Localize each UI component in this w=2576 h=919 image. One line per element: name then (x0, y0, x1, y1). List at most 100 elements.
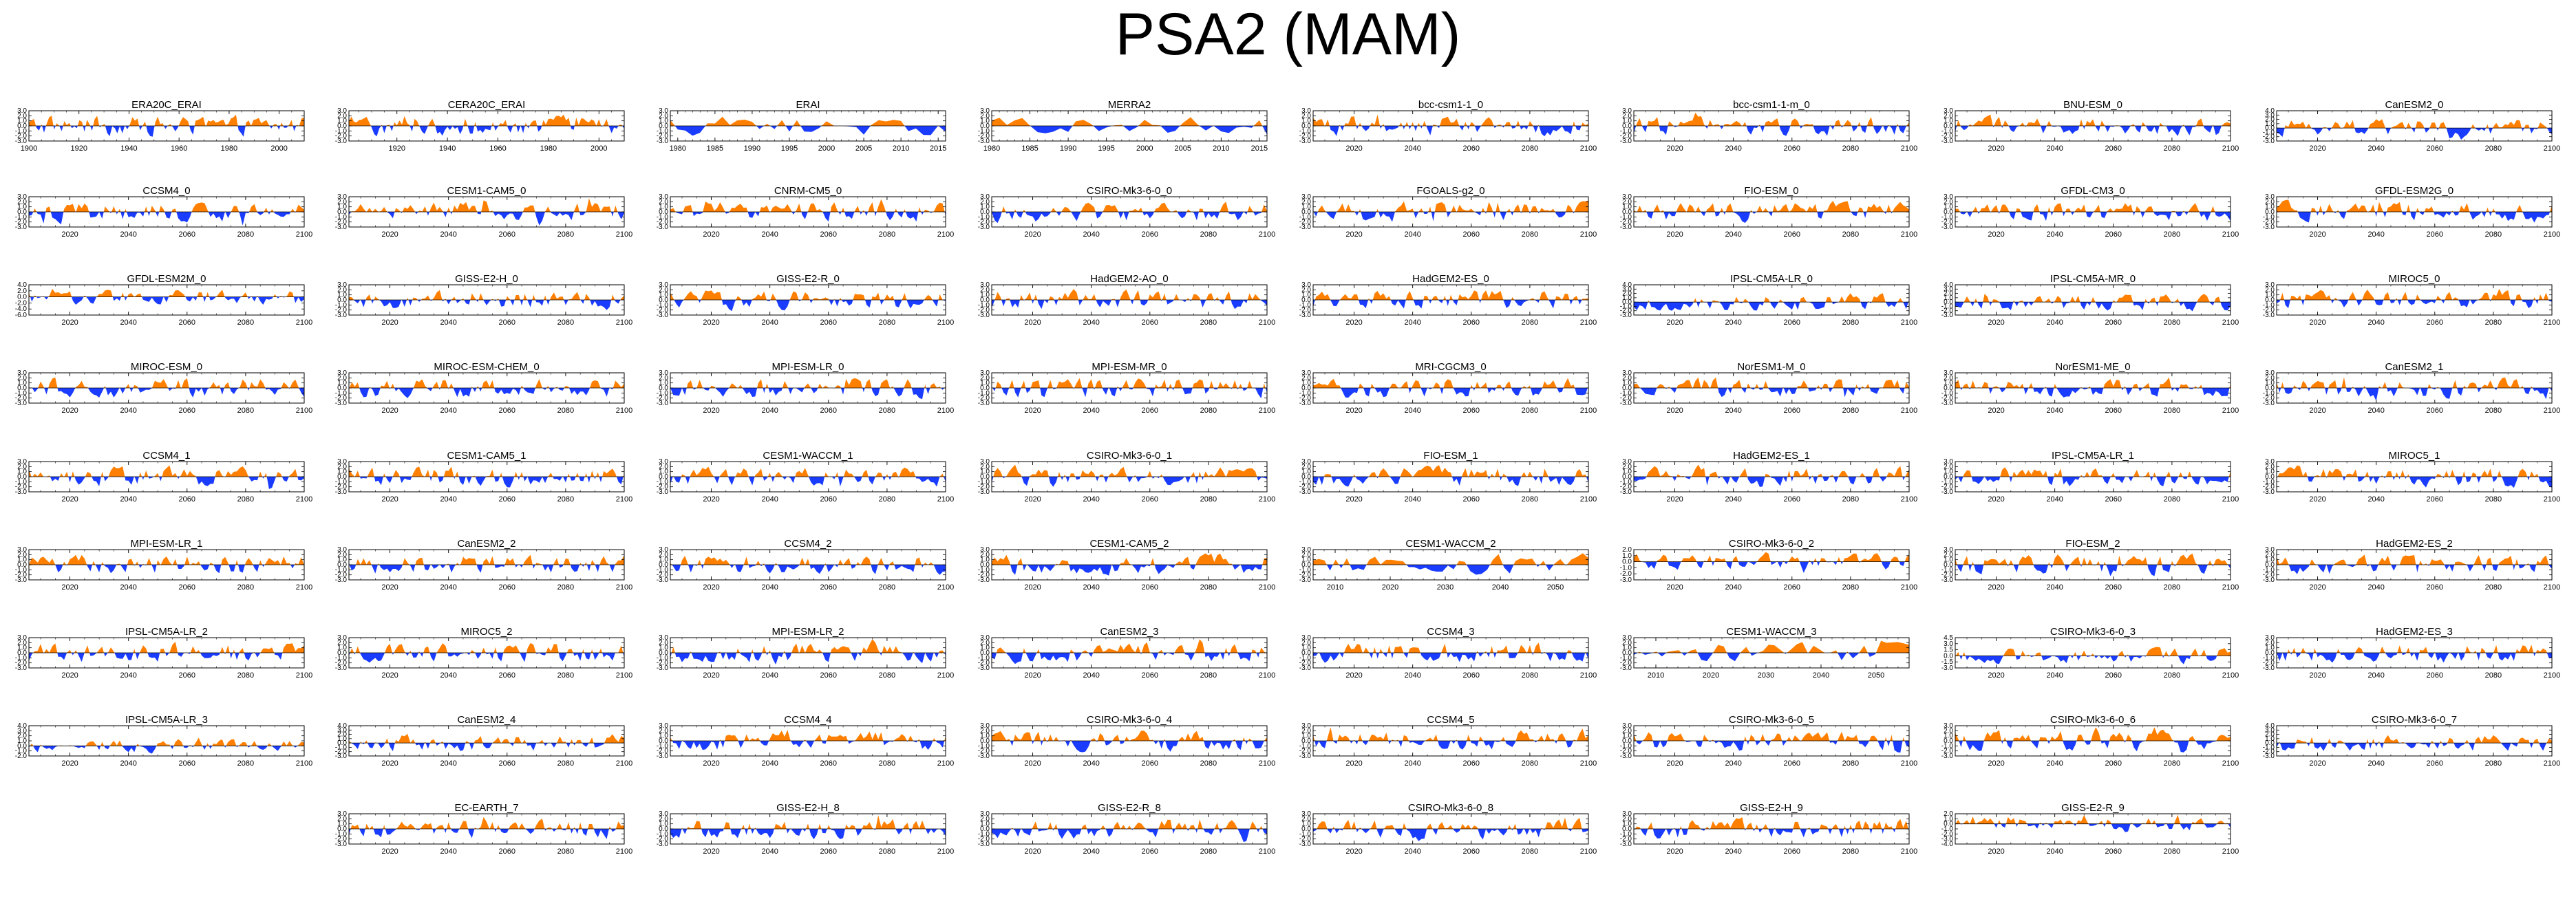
y-tick-label: 2.0 (980, 463, 990, 471)
x-tick-label: 2020 (1024, 759, 1041, 768)
panel-32: CCSM4_1 3.0 2.0 1.0 0.0 -1.0 -2.0 -3.0 2020 2040 2… (0, 450, 317, 523)
x-tick-label: 2040 (440, 230, 456, 239)
panel-svg: NorESM1-ME_0 3.02.01.00.0-1.0-2.0-3.0 2020… (1941, 361, 2239, 415)
y-tick-label: -2.0 (1620, 484, 1632, 491)
y-tick-label: -3.0 (335, 488, 348, 496)
x-tick-label: 2020 (1988, 407, 2004, 415)
positive-area (1634, 201, 1909, 212)
x-tick-label: 1995 (1098, 144, 1114, 153)
x-tick-label: 2020 (1666, 144, 1683, 153)
plot-frame (2276, 110, 2553, 142)
panel-title: CESM1-WACCM_3 (1726, 626, 1816, 638)
positive-area (1957, 114, 2231, 126)
x-tick-label: 2010 (1213, 144, 1229, 153)
y-tick-label: -1.0 (1299, 213, 1312, 221)
panel-27: MPI-ESM-MR_0 3.0 2.0 1.0 0.0 -1.0 -2.0 -3.0 2020… (963, 361, 1279, 435)
y-tick-label: -2.0 (335, 484, 348, 491)
positive-area (349, 379, 624, 388)
panel-title: CNRM-CM5_0 (774, 185, 842, 197)
y-tick-label: 1.0 (1944, 380, 1953, 387)
y-tick-label: -2.0 (2263, 219, 2275, 226)
positive-area (1634, 377, 1909, 388)
x-tick-label: 2100 (2544, 671, 2560, 680)
y-tick-label: 2.0 (337, 286, 347, 294)
x-tick-label: 2060 (820, 671, 837, 680)
x-tick-label: 2020 (1666, 318, 1683, 327)
x-tick-label: 2060 (1142, 671, 1158, 680)
y-tick-label: -3.0 (978, 312, 990, 319)
panel-title: CCSM4_0 (142, 185, 190, 197)
y-tick-label: 1.0 (1944, 204, 1953, 211)
negative-area (36, 126, 299, 137)
y-tick-label: 1.0 (17, 645, 27, 652)
x-tick-label: 2060 (499, 671, 515, 680)
x-tick-label: 2020 (703, 230, 719, 239)
y-tick-label: -2.0 (657, 395, 669, 402)
y-tick-label: 0.0 (337, 739, 347, 747)
x-tick-label: 2100 (2222, 495, 2239, 504)
y-tick-label: 3.0 (1622, 634, 1632, 642)
y-tick-label: -2.0 (15, 484, 28, 491)
positive-area (2280, 288, 2549, 300)
y-tick-label: 1.0 (337, 556, 347, 564)
x-tick-label: 2040 (1404, 407, 1420, 415)
y-tick-label: 0.0 (1622, 385, 1632, 392)
y-tick-label: -3.0 (335, 753, 348, 760)
negative-area (992, 388, 1267, 398)
y-tick-label: -1.0 (2263, 478, 2275, 486)
y-tick-label: 3.0 (980, 458, 990, 466)
panel-svg: CESM1-CAM5_2 3.02.01.00.0-1.0-2.0-3.0 2020… (978, 538, 1275, 592)
x-tick-label: 2020 (703, 495, 719, 504)
x-tick-label: 2040 (2046, 230, 2063, 239)
y-tick-label: 2.0 (17, 374, 27, 382)
negative-area (354, 300, 621, 310)
y-tick-label: 3.0 (1944, 458, 1953, 466)
y-tick-label: 1.0 (1622, 118, 1632, 125)
x-tick-label: 2020 (2309, 318, 2325, 327)
y-tick-label: 1.0 (980, 292, 990, 299)
x-tick-label: 2060 (2427, 318, 2443, 327)
x-tick-label: 2100 (1901, 495, 1917, 504)
x-tick-label: 2040 (761, 671, 778, 680)
positive-area (670, 378, 946, 388)
x-tick-label: 2020 (61, 583, 78, 592)
y-tick-label: 3.0 (1622, 193, 1632, 201)
x-tick-label: 2080 (2485, 318, 2502, 327)
y-tick-label: -2.0 (335, 572, 348, 579)
positive-area (670, 290, 943, 300)
x-tick-label: 2040 (1083, 671, 1099, 680)
x-tick-label: 2040 (2046, 671, 2063, 680)
y-tick-label: 2.0 (2265, 463, 2275, 471)
panel-54: CSIRO-Mk3-6-0_3 4.5 3.0 1.5 0.0 -1.5 -3.0 2020 2… (1926, 626, 2243, 700)
x-tick-label: 2060 (499, 759, 515, 768)
negative-area (349, 388, 613, 398)
plot-frame (1955, 637, 2231, 669)
y-tick-label: -1.0 (978, 301, 990, 309)
positive-area (992, 117, 1263, 126)
x-tick-label: 2020 (2309, 671, 2325, 680)
y-tick-label: 0.0 (659, 473, 668, 481)
x-tick-label: 2100 (2222, 230, 2239, 239)
panel-title: HadGEM2-AO_0 (1090, 273, 1168, 285)
x-tick-label: 2040 (761, 318, 778, 327)
panel-svg: IPSL-CM5A-LR_2 3.02.01.00.0-1.0-2.0-3.0 20… (15, 626, 312, 680)
y-tick-label: 2.0 (1301, 551, 1311, 559)
positive-area (1955, 553, 2228, 565)
x-tick-label: 2020 (1345, 144, 1362, 153)
x-tick-label: 2020 (1345, 671, 1362, 680)
y-tick-label: 2.0 (1301, 112, 1311, 120)
y-tick-label: 0.0 (980, 208, 990, 216)
x-tick-label: 2080 (1842, 407, 1859, 415)
y-tick-label: 2.0 (980, 198, 990, 206)
panel-title: CanESM2_3 (1100, 626, 1158, 638)
y-tick-label: 3.0 (1944, 640, 1953, 648)
x-tick-label: 2060 (820, 407, 837, 415)
x-tick-label: 2100 (616, 495, 632, 504)
x-tick-label: 2060 (499, 495, 515, 504)
y-tick-label: -1.0 (1941, 213, 1954, 221)
x-tick-label: 2100 (616, 671, 632, 680)
positive-area (1646, 464, 1909, 477)
panel-title: BNU-ESM_0 (2063, 99, 2122, 111)
y-tick-label: -3.0 (15, 400, 28, 407)
